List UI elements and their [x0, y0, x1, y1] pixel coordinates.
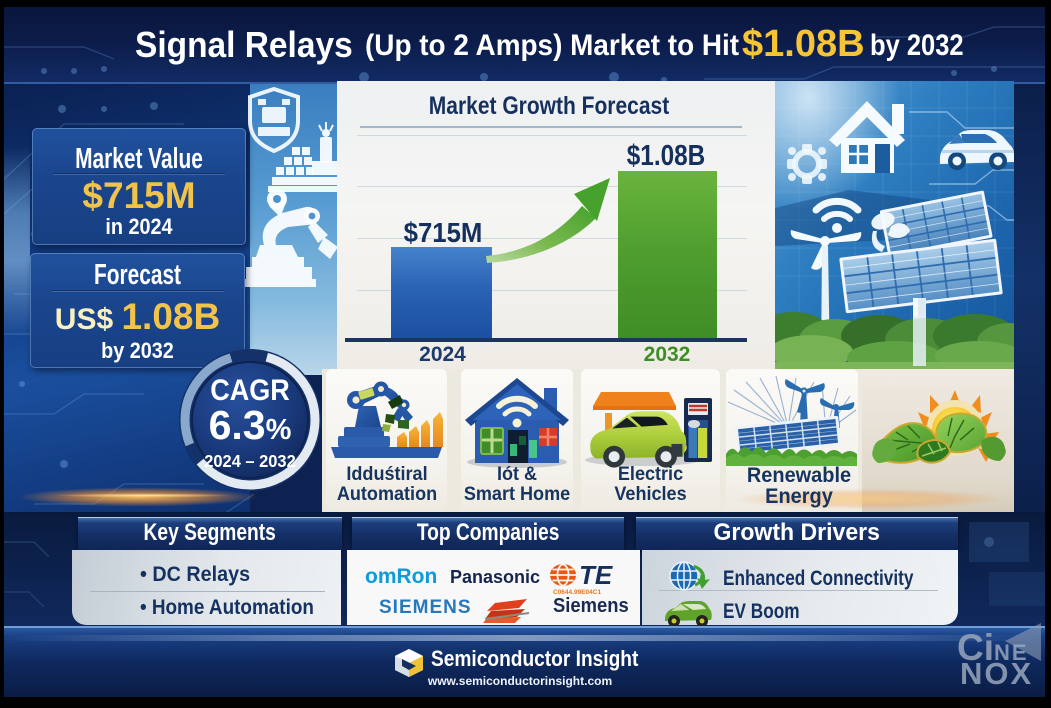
svg-text:TE: TE [579, 562, 613, 588]
